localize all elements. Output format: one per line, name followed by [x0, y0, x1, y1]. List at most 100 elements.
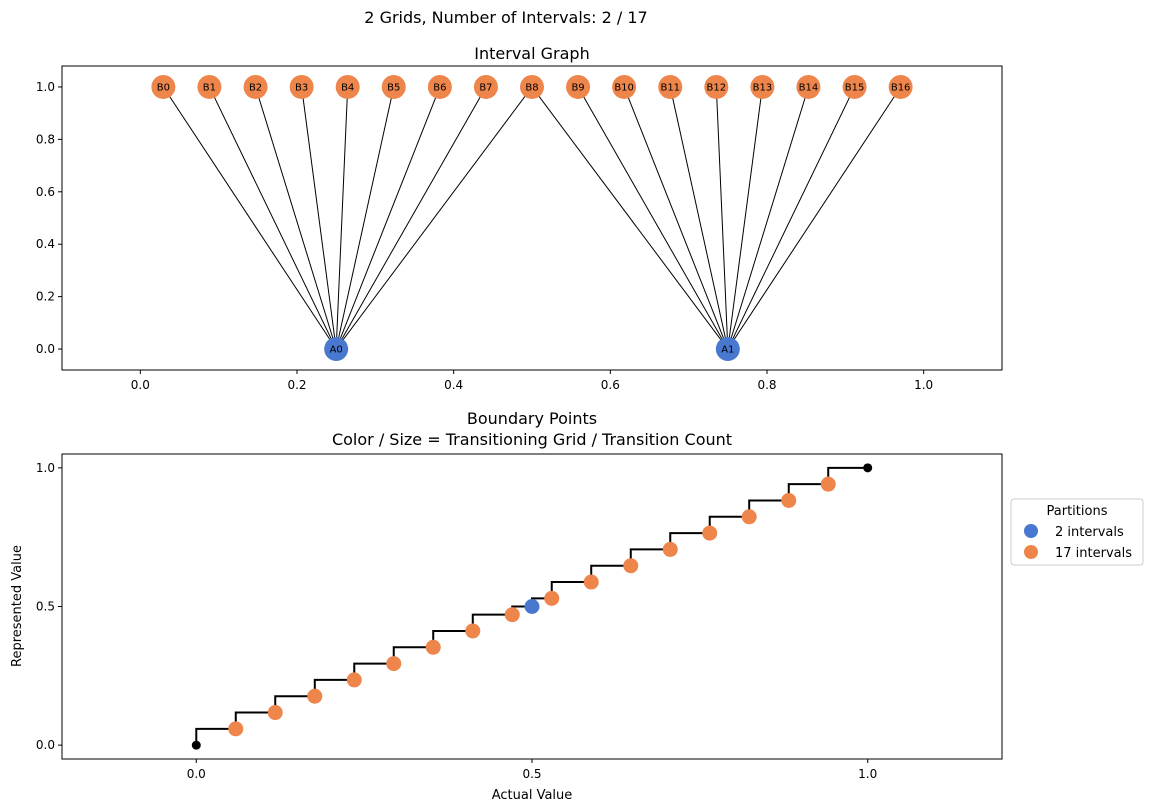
interval-graph-title: Interval Graph: [474, 44, 589, 63]
interval-graph-frame: [61, 65, 1003, 371]
boundary-point-6: [425, 639, 441, 655]
y-tick-label: 0.0: [36, 738, 55, 752]
boundary-point-15: [741, 509, 757, 525]
boundary-point-10: [544, 590, 560, 606]
x-tick-label: 1.0: [858, 767, 877, 781]
x-tick-label: 0.0: [131, 378, 150, 392]
boundary-points-subtitle: Color / Size = Transitioning Grid / Tran…: [332, 430, 732, 449]
node-b8: [520, 74, 544, 99]
node-label-b1: B1: [203, 82, 216, 93]
interval-graph-y-ticks: 0.0 0.2 0.4 0.6 0.8 1.0: [36, 80, 62, 356]
legend: Partitions 2 intervals 17 intervals: [1010, 498, 1144, 566]
node-label-b16: B16: [891, 82, 911, 93]
x-tick-label: 0.2: [287, 378, 306, 392]
edge-a0-b6: [335, 86, 441, 350]
y-tick-label: 0.2: [36, 290, 55, 304]
boundary-points-y-ticks: 0.0 0.5 1.0: [36, 461, 62, 752]
node-b2: [243, 74, 268, 99]
node-b7: [473, 74, 498, 99]
boundary-point-8: [504, 607, 520, 623]
legend-title: Partitions: [1047, 504, 1108, 519]
edge-a1-b12: [715, 86, 729, 350]
node-label-b6: B6: [433, 82, 446, 93]
node-b14: [796, 74, 821, 99]
node-b10: [612, 74, 637, 99]
node-b12: [704, 74, 729, 99]
legend-entry-2-intervals: 2 intervals: [1055, 525, 1124, 540]
boundary-points: [191, 463, 873, 750]
node-b5: [381, 74, 406, 99]
boundary-point-13: [662, 541, 678, 557]
edge-a1-b11: [669, 86, 729, 350]
node-label-a0: A0: [330, 345, 343, 356]
node-label-b8: B8: [525, 82, 538, 93]
node-label-b4: B4: [341, 82, 354, 93]
node-label-b7: B7: [479, 82, 492, 93]
boundary-point-7: [465, 623, 481, 639]
edge-a0-b4: [335, 86, 349, 350]
node-label-b14: B14: [799, 82, 819, 93]
edge-a0-b8: [335, 86, 533, 350]
boundary-point-1: [228, 721, 244, 737]
node-b11: [658, 74, 683, 99]
node-label-b5: B5: [387, 82, 400, 93]
edge-a1-b9: [577, 86, 729, 350]
edge-a1-b15: [727, 86, 856, 350]
node-b13: [750, 74, 775, 99]
y-tick-label: 0.8: [36, 132, 55, 146]
edge-a0-b1: [208, 86, 337, 350]
y-tick-label: 1.0: [36, 80, 55, 94]
edge-a0-b7: [335, 86, 487, 350]
boundary-point-16: [781, 492, 797, 508]
boundary-points-panel: Boundary Points Color / Size = Transitio…: [10, 409, 1144, 803]
boundary-point-12: [623, 558, 639, 574]
x-tick-label: 0.5: [522, 767, 541, 781]
node-label-b10: B10: [614, 82, 634, 93]
node-label-b11: B11: [660, 82, 680, 93]
node-a1: [715, 337, 740, 362]
interval-graph-x-ticks: 0.0 0.2 0.4 0.6 0.8 1.0: [131, 370, 933, 392]
figure-suptitle: 2 Grids, Number of Intervals: 2 / 17: [364, 8, 647, 27]
y-tick-label: 1.0: [36, 461, 55, 475]
edge-a1-b10: [623, 86, 729, 350]
node-b6: [427, 74, 452, 99]
boundary-point-4: [346, 672, 362, 688]
x-tick-label: 0.8: [757, 378, 776, 392]
legend-marker-2-intervals: [1024, 524, 1038, 538]
edge-a1-b8: [531, 86, 729, 350]
boundary-points-title: Boundary Points: [467, 409, 597, 428]
boundary-point-11: [583, 574, 599, 590]
x-tick-label: 0.6: [601, 378, 620, 392]
edge-a0-b0: [162, 86, 337, 350]
node-label-b9: B9: [571, 82, 584, 93]
legend-marker-17-intervals: [1024, 545, 1038, 559]
node-b3: [289, 74, 314, 99]
node-a0: [324, 337, 349, 362]
node-label-b15: B15: [845, 82, 865, 93]
boundary-point-18: [863, 463, 873, 473]
edge-a1-b16: [727, 86, 902, 350]
x-tick-label: 0.0: [187, 767, 206, 781]
x-tick-label: 1.0: [914, 378, 933, 392]
edge-a0-b2: [255, 86, 337, 350]
boundary-point-2: [267, 705, 283, 721]
y-axis-label: Represented Value: [10, 545, 25, 667]
y-tick-label: 0.4: [36, 237, 55, 251]
boundary-point-14: [702, 525, 718, 541]
node-label-b2: B2: [249, 82, 262, 93]
interval-graph-edges: [162, 86, 902, 350]
node-label-b12: B12: [707, 82, 727, 93]
node-b1: [197, 74, 222, 99]
boundary-point-3: [307, 688, 323, 704]
node-label-b3: B3: [295, 82, 308, 93]
boundary-points-x-ticks: 0.0 0.5 1.0: [187, 759, 877, 781]
boundary-point-9: [524, 599, 540, 614]
interval-graph-nodes: A0 A1 B0 B1 B2 B3 B4 B5 B6 B7 B8 B9 B10 B11 B12 B13 B14 B…: [151, 74, 913, 362]
node-label-a1: A1: [721, 345, 734, 356]
boundary-point-0: [191, 740, 201, 750]
y-tick-label: 0.5: [36, 600, 55, 614]
edge-a0-b5: [335, 86, 395, 350]
node-label-b13: B13: [753, 82, 773, 93]
node-b9: [566, 74, 591, 99]
